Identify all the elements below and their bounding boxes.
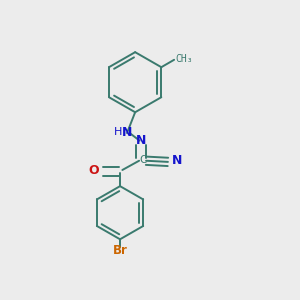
Text: N: N <box>172 154 182 167</box>
Text: H: H <box>113 127 122 137</box>
Text: CH₃: CH₃ <box>175 54 193 64</box>
Text: Br: Br <box>112 244 128 257</box>
Text: O: O <box>89 164 99 177</box>
Text: N: N <box>122 126 133 139</box>
Text: C: C <box>140 155 147 165</box>
Text: N: N <box>136 134 147 147</box>
